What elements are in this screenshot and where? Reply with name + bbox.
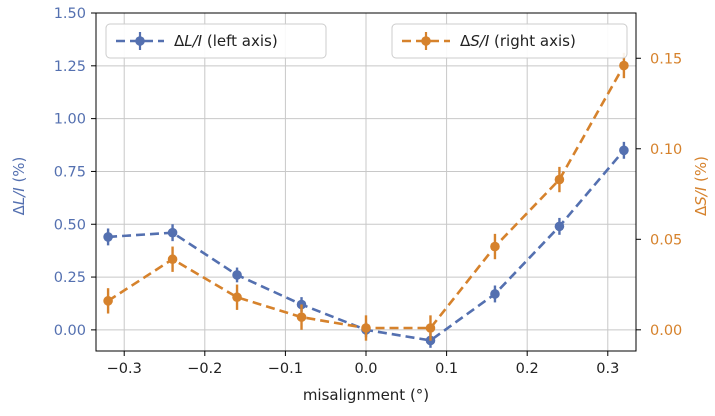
x-tick-label: 0.0 (354, 361, 377, 377)
legend-right-series-label-italic: S/I (470, 32, 490, 50)
x-tick-label: −0.1 (268, 361, 303, 377)
data-point (296, 312, 307, 322)
data-point (232, 270, 242, 280)
left-y-tick-label: 1.00 (54, 112, 86, 128)
x-tick-label: 0.3 (596, 361, 619, 377)
legend-left-series-label-suffix: (left axis) (202, 32, 278, 50)
left-y-axis-title-prefix: Δ (10, 204, 28, 215)
data-point (490, 241, 500, 252)
axes: −0.3 −0.2 −0.1 0.0 0.1 0.2 0.3 0.00 0.25 0.50 0.75… (10, 6, 710, 404)
left-y-tick-label: 0.50 (54, 217, 86, 233)
series-right (103, 52, 629, 341)
x-tick-label: 0.2 (516, 361, 539, 377)
left-y-axis-title: ΔL/I (%) (10, 157, 28, 216)
data-point (425, 323, 436, 333)
legend-right-series-label-prefix: Δ (460, 32, 471, 50)
x-tick-label: 0.1 (435, 361, 458, 377)
left-y-axis-title-suffix: (%) (10, 157, 28, 188)
legend-right-series-label: ΔS/I (right axis) (460, 32, 576, 50)
left-y-axis-title-italic: L/I (10, 187, 28, 205)
right-y-tick-label: 0.10 (650, 142, 682, 158)
right-y-axis-title-italic: S/I (692, 186, 710, 206)
left-y-tick-label: 0.75 (54, 164, 86, 180)
right-y-axis-title-suffix: (%) (692, 156, 710, 187)
x-axis-title: misalignment (°) (303, 386, 429, 404)
data-point (361, 323, 371, 333)
x-tick-label: −0.2 (187, 361, 222, 377)
data-point (554, 221, 565, 232)
left-y-tick-label: 0.00 (54, 323, 86, 339)
legend-right-series: ΔS/I (right axis) (391, 23, 628, 59)
legend-left-series-box (105, 23, 327, 59)
left-y-tick-label: 1.25 (54, 59, 86, 75)
right-y-tick-label: 0.15 (650, 51, 682, 67)
series-layer (103, 52, 629, 348)
data-point (490, 289, 500, 299)
x-tick-label: −0.3 (107, 361, 142, 377)
data-point (167, 254, 178, 265)
data-point (167, 227, 178, 238)
right-y-axis-title-prefix: Δ (692, 205, 710, 216)
data-point (554, 174, 565, 185)
data-point (619, 60, 629, 71)
legend-left-series-marker (135, 36, 145, 46)
data-point (103, 296, 113, 306)
right-y-axis-title: ΔS/I (%) (692, 156, 710, 216)
legend-right-series-label-suffix: (right axis) (489, 32, 576, 50)
data-point (103, 232, 113, 242)
data-point (232, 292, 242, 303)
legend-left-series-label-italic: L/I (184, 32, 202, 50)
legend-left-series-label-prefix: Δ (174, 32, 185, 50)
right-y-tick-label: 0.05 (650, 232, 682, 248)
grid (96, 12, 636, 351)
data-point (619, 145, 629, 156)
legend-left-series: ΔL/I (left axis) (105, 23, 327, 59)
left-y-tick-label: 0.25 (54, 270, 86, 286)
legend-right-series-marker (421, 36, 431, 46)
legend-right-series-box (391, 23, 628, 59)
left-y-tick-label: 1.50 (54, 6, 86, 22)
legend: ΔL/I (left axis) ΔS/I (right axis) (105, 23, 628, 59)
legend-left-series-label: ΔL/I (left axis) (174, 32, 278, 50)
right-y-tick-label: 0.00 (650, 323, 682, 339)
